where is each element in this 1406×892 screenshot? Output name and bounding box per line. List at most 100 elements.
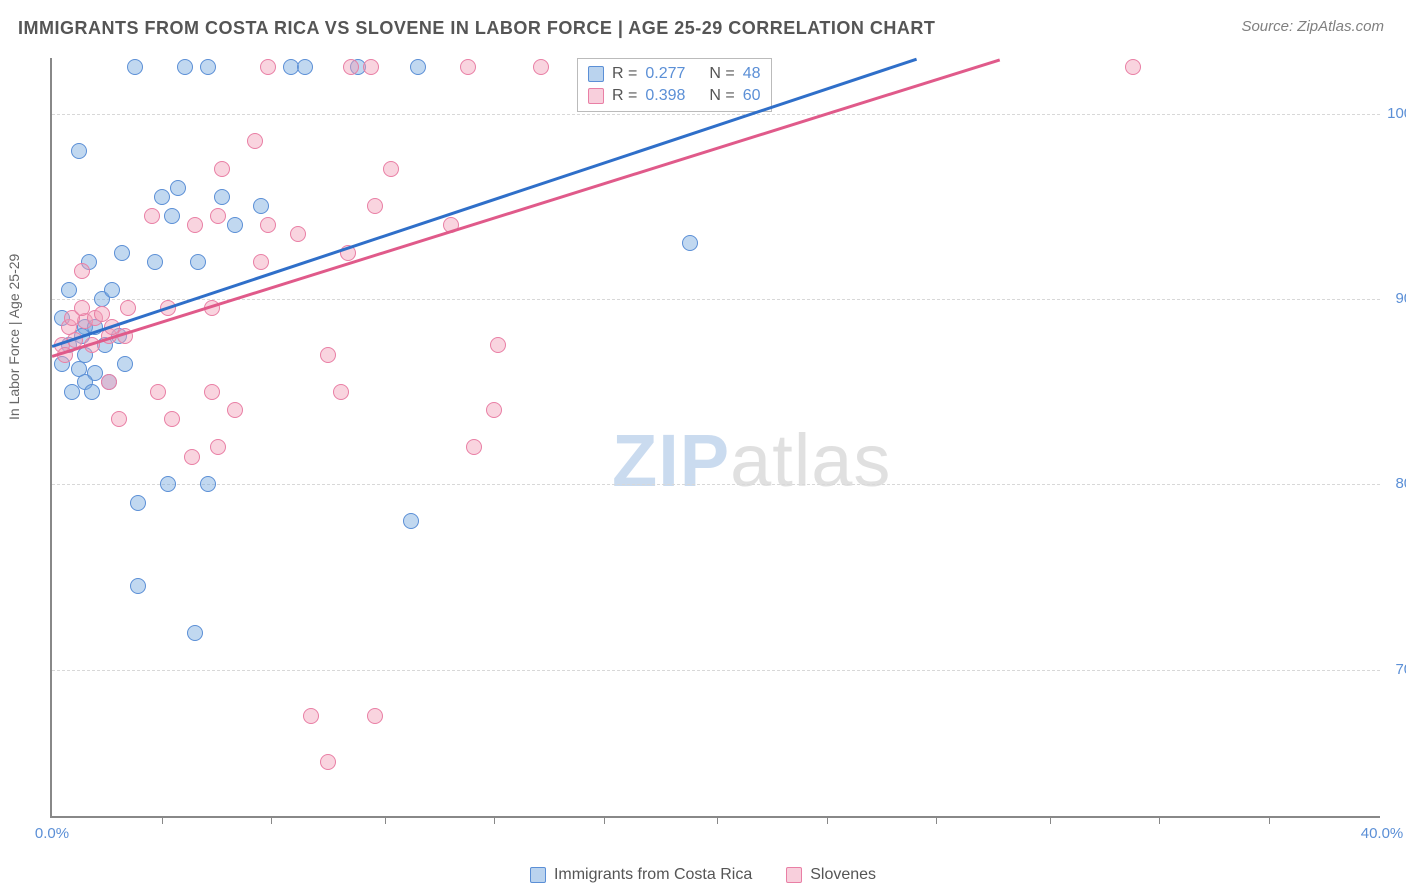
- legend-swatch: [588, 88, 604, 104]
- legend-label: Immigrants from Costa Rica: [554, 866, 752, 884]
- legend-swatch: [530, 867, 546, 883]
- data-point: [117, 356, 133, 372]
- data-point: [104, 282, 120, 298]
- data-point: [682, 235, 698, 251]
- data-point: [486, 402, 502, 418]
- data-point: [164, 208, 180, 224]
- data-point: [190, 254, 206, 270]
- data-point: [74, 263, 90, 279]
- gridline: [52, 114, 1380, 115]
- data-point: [130, 578, 146, 594]
- data-point: [466, 439, 482, 455]
- legend-swatch: [786, 867, 802, 883]
- legend-row: R = 0.277 N = 48: [588, 63, 761, 85]
- data-point: [144, 208, 160, 224]
- data-point: [147, 254, 163, 270]
- data-point: [214, 189, 230, 205]
- data-point: [84, 384, 100, 400]
- data-point: [260, 59, 276, 75]
- scatter-plot: ZIPatlas R =0.277N =48R =0.398N =60 70.0…: [50, 58, 1380, 818]
- data-point: [214, 161, 230, 177]
- data-point: [367, 708, 383, 724]
- y-axis-label: In Labor Force | Age 25-29: [6, 254, 22, 420]
- data-point: [114, 245, 130, 261]
- series-legend: Immigrants from Costa Rica Slovenes: [0, 866, 1406, 884]
- trend-line: [52, 58, 917, 348]
- legend-n-label: N =: [709, 65, 734, 83]
- data-point: [247, 133, 263, 149]
- data-point: [490, 337, 506, 353]
- legend-item: Slovenes: [786, 866, 876, 884]
- gridline: [52, 484, 1380, 485]
- data-point: [383, 161, 399, 177]
- data-point: [74, 300, 90, 316]
- legend-r-value: 0.277: [645, 65, 685, 83]
- y-tick-label: 100.0%: [1382, 105, 1406, 122]
- x-tick-label: 40.0%: [1361, 825, 1404, 842]
- data-point: [260, 217, 276, 233]
- x-tick-mark: [1269, 816, 1270, 824]
- x-tick-mark: [1050, 816, 1051, 824]
- data-point: [64, 384, 80, 400]
- data-point: [333, 384, 349, 400]
- data-point: [290, 226, 306, 242]
- x-tick-mark: [494, 816, 495, 824]
- y-tick-label: 80.0%: [1382, 475, 1406, 492]
- legend-swatch: [588, 66, 604, 82]
- x-tick-mark: [271, 816, 272, 824]
- data-point: [210, 208, 226, 224]
- x-tick-mark: [1159, 816, 1160, 824]
- data-point: [200, 59, 216, 75]
- data-point: [101, 374, 117, 390]
- data-point: [94, 306, 110, 322]
- data-point: [120, 300, 136, 316]
- data-point: [533, 59, 549, 75]
- legend-n-label: N =: [709, 87, 734, 105]
- data-point: [227, 402, 243, 418]
- data-point: [253, 254, 269, 270]
- data-point: [160, 476, 176, 492]
- legend-item: Immigrants from Costa Rica: [530, 866, 752, 884]
- data-point: [150, 384, 166, 400]
- data-point: [130, 495, 146, 511]
- data-point: [343, 59, 359, 75]
- gridline: [52, 670, 1380, 671]
- data-point: [154, 189, 170, 205]
- chart-title: IMMIGRANTS FROM COSTA RICA VS SLOVENE IN…: [18, 18, 935, 39]
- correlation-legend: R =0.277N =48R =0.398N =60: [577, 58, 772, 112]
- data-point: [61, 282, 77, 298]
- data-point: [403, 513, 419, 529]
- data-point: [111, 411, 127, 427]
- data-point: [71, 143, 87, 159]
- x-tick-mark: [827, 816, 828, 824]
- data-point: [303, 708, 319, 724]
- legend-label: Slovenes: [810, 866, 876, 884]
- data-point: [200, 476, 216, 492]
- y-tick-label: 70.0%: [1382, 661, 1406, 678]
- data-point: [320, 754, 336, 770]
- data-point: [164, 411, 180, 427]
- legend-r-label: R =: [612, 65, 637, 83]
- watermark: ZIPatlas: [612, 418, 891, 503]
- data-point: [367, 198, 383, 214]
- y-tick-label: 90.0%: [1382, 290, 1406, 307]
- data-point: [253, 198, 269, 214]
- data-point: [184, 449, 200, 465]
- data-point: [410, 59, 426, 75]
- legend-row: R =0.398N =60: [588, 85, 761, 107]
- legend-r-label: R =: [612, 87, 637, 105]
- data-point: [177, 59, 193, 75]
- data-point: [187, 217, 203, 233]
- legend-n-value: 48: [743, 65, 761, 83]
- data-point: [187, 625, 203, 641]
- trend-line: [52, 58, 1000, 357]
- x-tick-mark: [717, 816, 718, 824]
- data-point: [170, 180, 186, 196]
- x-tick-mark: [162, 816, 163, 824]
- legend-r-value: 0.398: [645, 87, 685, 105]
- gridline: [52, 299, 1380, 300]
- data-point: [1125, 59, 1141, 75]
- x-tick-mark: [385, 816, 386, 824]
- data-point: [227, 217, 243, 233]
- x-tick-mark: [936, 816, 937, 824]
